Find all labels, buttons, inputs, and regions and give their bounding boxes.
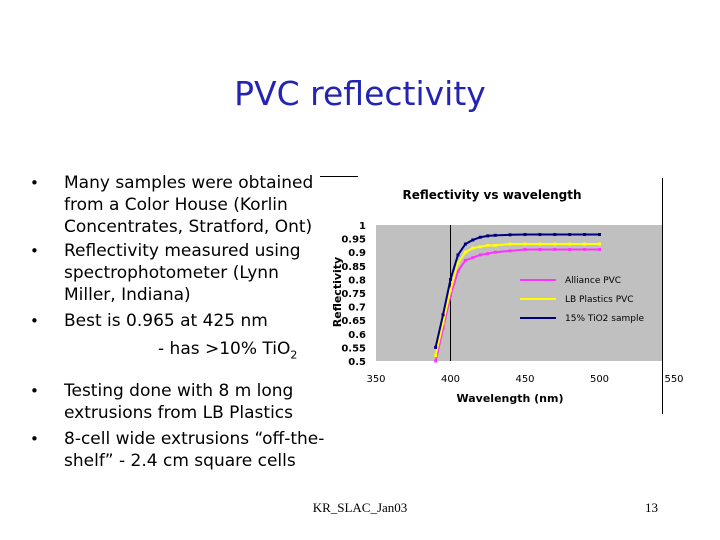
y-tick-label: 0.6: [348, 330, 366, 341]
sub-point-text: - has >10% TiO2: [158, 338, 297, 366]
legend-label: LB Plastics PVC: [565, 295, 634, 305]
series-point: [456, 253, 460, 257]
series-point: [583, 242, 587, 246]
series-point: [568, 242, 572, 246]
series-point: [449, 277, 452, 281]
series-point: [434, 345, 438, 349]
y-tick-label: 0.75: [341, 289, 366, 300]
y-tick-label: 0.7: [348, 303, 366, 314]
series-point: [478, 253, 482, 257]
y-tick-label: 0.95: [341, 235, 366, 246]
page-number: 13: [645, 500, 658, 515]
series-point: [538, 242, 542, 246]
series-point: [508, 249, 512, 253]
series-point: [538, 233, 542, 237]
series-point: [441, 313, 445, 317]
y-tick-label: 0.55: [341, 343, 366, 354]
series-point: [478, 235, 482, 239]
series-point: [508, 233, 512, 237]
series-point: [471, 256, 475, 260]
series-point: [463, 250, 467, 254]
series-point: [553, 247, 557, 251]
series-point: [441, 321, 445, 325]
series-point: [553, 233, 557, 237]
series-point: [486, 234, 490, 238]
series-point: [434, 359, 438, 363]
footer-text: KR_SLAC_Jan03: [312, 500, 408, 515]
series-line: [434, 248, 600, 362]
series-point: [471, 238, 475, 242]
y-tick-label: 0.65: [341, 316, 366, 327]
series-point: [598, 233, 601, 237]
series-point: [568, 247, 572, 251]
y-axis-label: Reflectivity: [331, 257, 344, 327]
y-tick-label: 0.85: [341, 262, 366, 273]
x-axis-label: Wavelength (nm): [457, 392, 564, 405]
bullet-marker: •: [30, 382, 39, 400]
series-point: [523, 233, 527, 237]
bullet-text: Many samples were obtained from a Color …: [64, 173, 314, 237]
x-tick-label: 500: [590, 374, 609, 385]
series-point: [523, 242, 527, 246]
series-line: [434, 233, 600, 348]
series-point: [598, 242, 601, 246]
x-tick-label: 450: [515, 374, 534, 385]
legend-label: Alliance PVC: [565, 276, 621, 286]
series-point: [553, 242, 557, 246]
series-point: [463, 258, 467, 262]
chart-frame-right-line: [662, 178, 663, 414]
legend-label: 15% TiO2 sample: [565, 314, 644, 324]
chart-frame-top-line: [320, 176, 358, 177]
series-point: [456, 261, 460, 265]
bullet-marker: •: [30, 242, 39, 260]
series-point: [463, 242, 467, 246]
series-point: [583, 233, 587, 237]
plot-area: [376, 225, 662, 361]
bullet-marker: •: [30, 174, 39, 192]
series-point: [493, 243, 497, 247]
series-point: [486, 243, 490, 247]
y-tick-label: 1: [359, 221, 366, 232]
bullet-text: Reflectivity measured using spectrophoto…: [64, 241, 301, 305]
sub-point-subscript: 2: [290, 348, 298, 362]
y-tick-label: 0.5: [348, 357, 366, 368]
series-point: [493, 233, 497, 237]
series-point: [456, 269, 460, 273]
series-point: [471, 246, 475, 250]
series-point: [434, 354, 438, 358]
y-tick-label: 0.8: [348, 275, 366, 286]
series-point: [441, 326, 445, 330]
series-point: [449, 288, 452, 292]
bullet-marker: •: [30, 312, 39, 330]
series-point: [583, 247, 587, 251]
chart-title: Reflectivity vs wavelength: [403, 188, 582, 202]
bullet-text: Best is 0.965 at 425 nm: [64, 311, 268, 331]
series-point: [508, 242, 512, 246]
series-point: [598, 247, 601, 251]
series-point: [538, 247, 542, 251]
series-point: [486, 252, 490, 256]
series-line: [434, 243, 600, 356]
bullet-text: 8-cell wide extrusions “off-the-shelf” -…: [64, 429, 325, 471]
bullet-text: Testing done with 8 m long extrusions fr…: [64, 381, 294, 423]
x-tick-label: 550: [664, 374, 683, 385]
y-tick-label: 0.9: [348, 248, 366, 259]
series-point: [523, 247, 527, 251]
x-tick-label: 350: [366, 374, 385, 385]
series-point: [478, 245, 482, 249]
series-point: [449, 294, 452, 298]
series-point: [493, 250, 497, 254]
series-point: [568, 233, 572, 237]
x-tick-label: 400: [441, 374, 460, 385]
slide-title: PVC reflectivity: [234, 74, 486, 113]
bullet-marker: •: [30, 430, 39, 448]
sub-point-prefix: - has >10% TiO: [158, 339, 291, 359]
